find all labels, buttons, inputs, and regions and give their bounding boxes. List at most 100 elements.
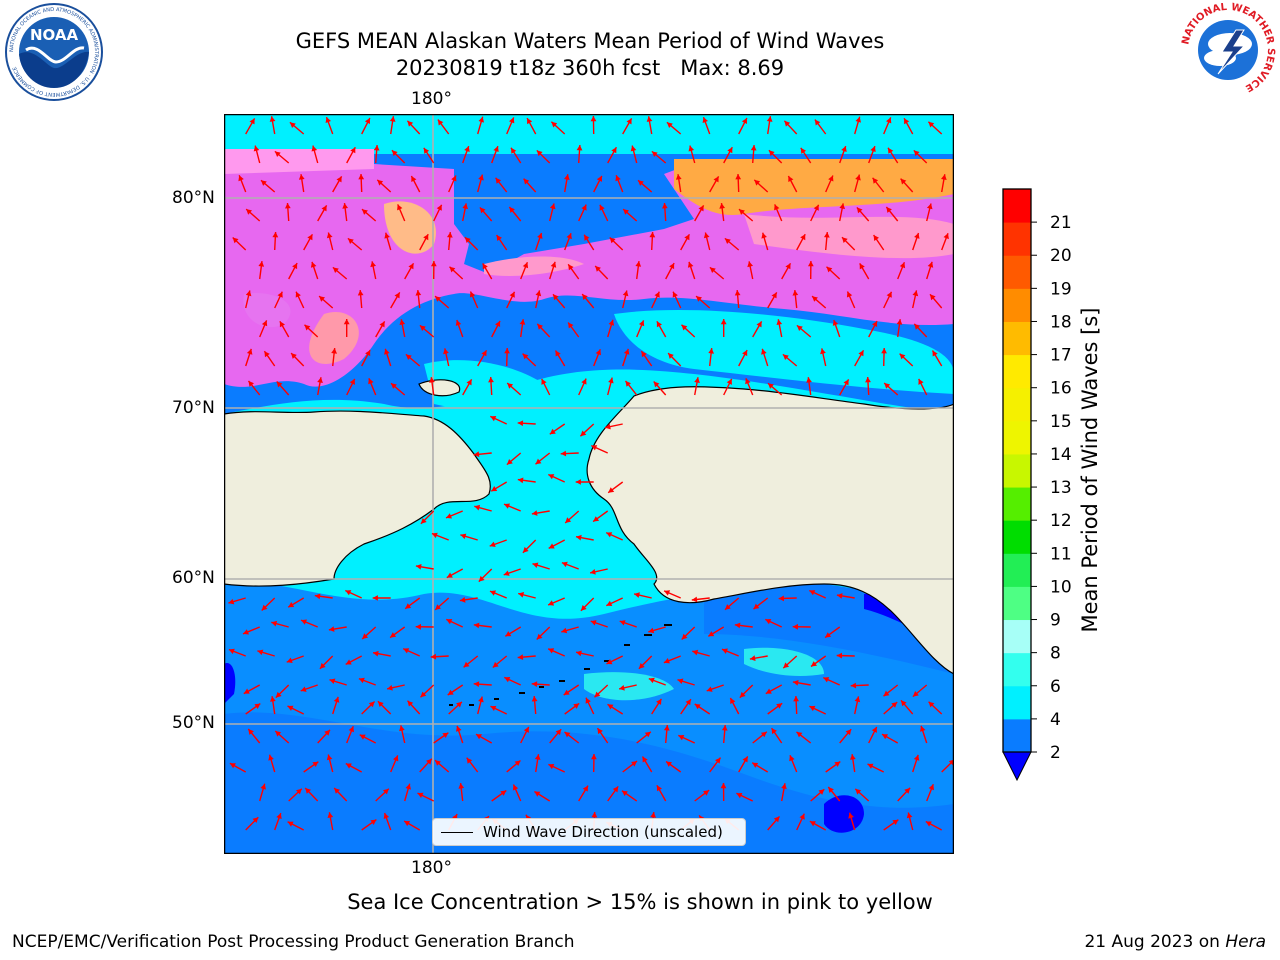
wind-wave-arrowhead [232,237,239,244]
wind-wave-arrowhead [928,784,934,791]
wind-wave-arrowhead [752,762,759,768]
wind-wave-arrowhead [773,816,780,823]
wind-wave-arrowhead [580,605,587,611]
wind-wave-arrowhead [867,763,874,769]
wrangel-island [418,379,461,397]
wind-wave-arrowhead [681,633,688,640]
colorbar-segment [1003,321,1031,356]
wind-wave-arrowhead [551,121,558,128]
wind-wave-arrowhead [464,146,470,152]
colorbar-label: Mean Period of Wind Waves [s] [1078,307,1102,633]
wind-wave-arrowhead [382,788,389,795]
wind-wave-arrowhead [927,261,934,268]
wind-wave-arrowhead [537,233,543,239]
wind-wave-arrowhead [456,725,462,732]
wind-wave-arrowhead [725,604,731,610]
wind-wave-arrowhead [642,756,648,763]
wind-wave-arrowhead [818,789,825,795]
wind-wave-arrowhead [326,232,333,239]
wind-wave-arrowhead [789,755,795,762]
wind-wave-arrowhead [872,321,878,327]
wind-wave-arrowhead [549,203,556,210]
wind-wave-arrowhead [850,682,857,689]
wind-wave-arrowhead [447,232,453,238]
wind-wave-arrowhead [781,783,787,789]
wind-wave-arrowhead [430,653,437,660]
wind-wave-arrowhead [806,377,812,383]
wind-wave-arrowhead [451,175,457,182]
sea-ice-note: Sea Ice Concentration > 15% is shown in … [347,890,933,914]
wind-wave-arrowhead [357,290,364,296]
wind-wave-arrowhead [649,232,656,238]
wind-wave-arrowhead [304,324,311,331]
wind-wave-arrowhead [300,686,307,692]
colorbar-tick-label: 2 [1050,743,1061,763]
wind-wave-arrowhead [563,689,570,695]
wind-wave-arrowhead [656,785,662,792]
wind-wave-arrowhead [310,261,317,268]
wind-wave-arrowhead [473,622,480,629]
alaska-land [586,386,954,675]
wind-wave-arrowhead [568,322,574,329]
wind-wave-arrowhead [914,323,920,330]
wind-wave-arrowhead [612,786,619,793]
wind-wave-arrowhead [576,650,582,657]
wind-wave-arrowhead [599,204,605,211]
wind-wave-arrowhead [243,629,249,635]
colorbar-segment [1003,619,1031,654]
wind-wave-arrowhead [619,620,626,626]
wind-wave-arrowhead [362,209,368,215]
wind-wave-arrowhead [792,290,799,296]
wind-wave-arrowhead [478,696,484,703]
colorbar-under-arrow [1002,751,1032,782]
wind-wave-arrowhead [622,290,629,297]
wind-wave-arrowhead [519,319,526,325]
colorbar-segment [1003,586,1031,621]
wind-wave-arrowhead [509,291,515,298]
colorbar-segments [1003,189,1031,753]
wind-wave-arrowhead [774,204,780,211]
wind-wave-arrowhead [261,180,267,186]
wind-wave-arrowhead [358,677,365,684]
wind-wave-arrowhead [442,732,449,738]
wind-wave-arrowhead [358,174,365,180]
wind-wave-arrowhead [768,383,774,389]
wind-wave-arrowhead [575,479,581,485]
colorbar-segment [1003,553,1031,587]
wind-wave-arrowhead [446,619,453,625]
wind-wave-arrowhead [809,705,816,712]
wind-wave-arrowhead [504,677,511,683]
wind-wave-arrowhead [276,813,282,819]
wind-wave-arrowhead [246,209,252,215]
colorbar-tick-label: 18 [1050,312,1072,332]
wind-wave-arrowhead [720,783,727,789]
wind-wave-arrowhead [850,754,856,760]
wind-wave-arrowhead [476,734,482,740]
wind-wave-arrowhead [391,150,398,157]
wave-period-map [224,114,954,854]
wind-wave-arrowhead [623,209,629,215]
wind-wave-arrowhead [591,445,598,451]
wind-wave-arrowhead [566,233,572,240]
wind-wave-arrowhead [873,235,879,241]
wind-wave-arrowhead [426,758,432,765]
wind-wave-arrowhead [408,263,414,270]
wind-wave-arrowhead [507,383,514,389]
wind-wave-arrowhead [228,648,235,655]
wind-wave-arrowhead [345,659,352,665]
wind-wave-arrowhead [261,320,268,327]
wind-wave-arrowhead [368,701,375,708]
colorbar-segment [1003,387,1031,422]
wind-wave-arrowhead [342,203,348,209]
wind-wave-arrowhead [734,290,741,296]
wind-wave-arrowhead [741,118,747,124]
wind-wave-arrowhead [466,757,473,764]
wind-wave-arrowhead [839,203,845,210]
colorbar-tick-label: 13 [1050,478,1072,498]
colorbar-tick-label: 20 [1050,246,1072,266]
wind-wave-arrowhead [564,731,571,738]
wind-wave-arrowhead [492,661,499,668]
wind-wave-arrowhead [245,290,252,297]
wind-wave-arrowhead [565,517,572,523]
wind-wave-arrowhead [307,234,313,241]
